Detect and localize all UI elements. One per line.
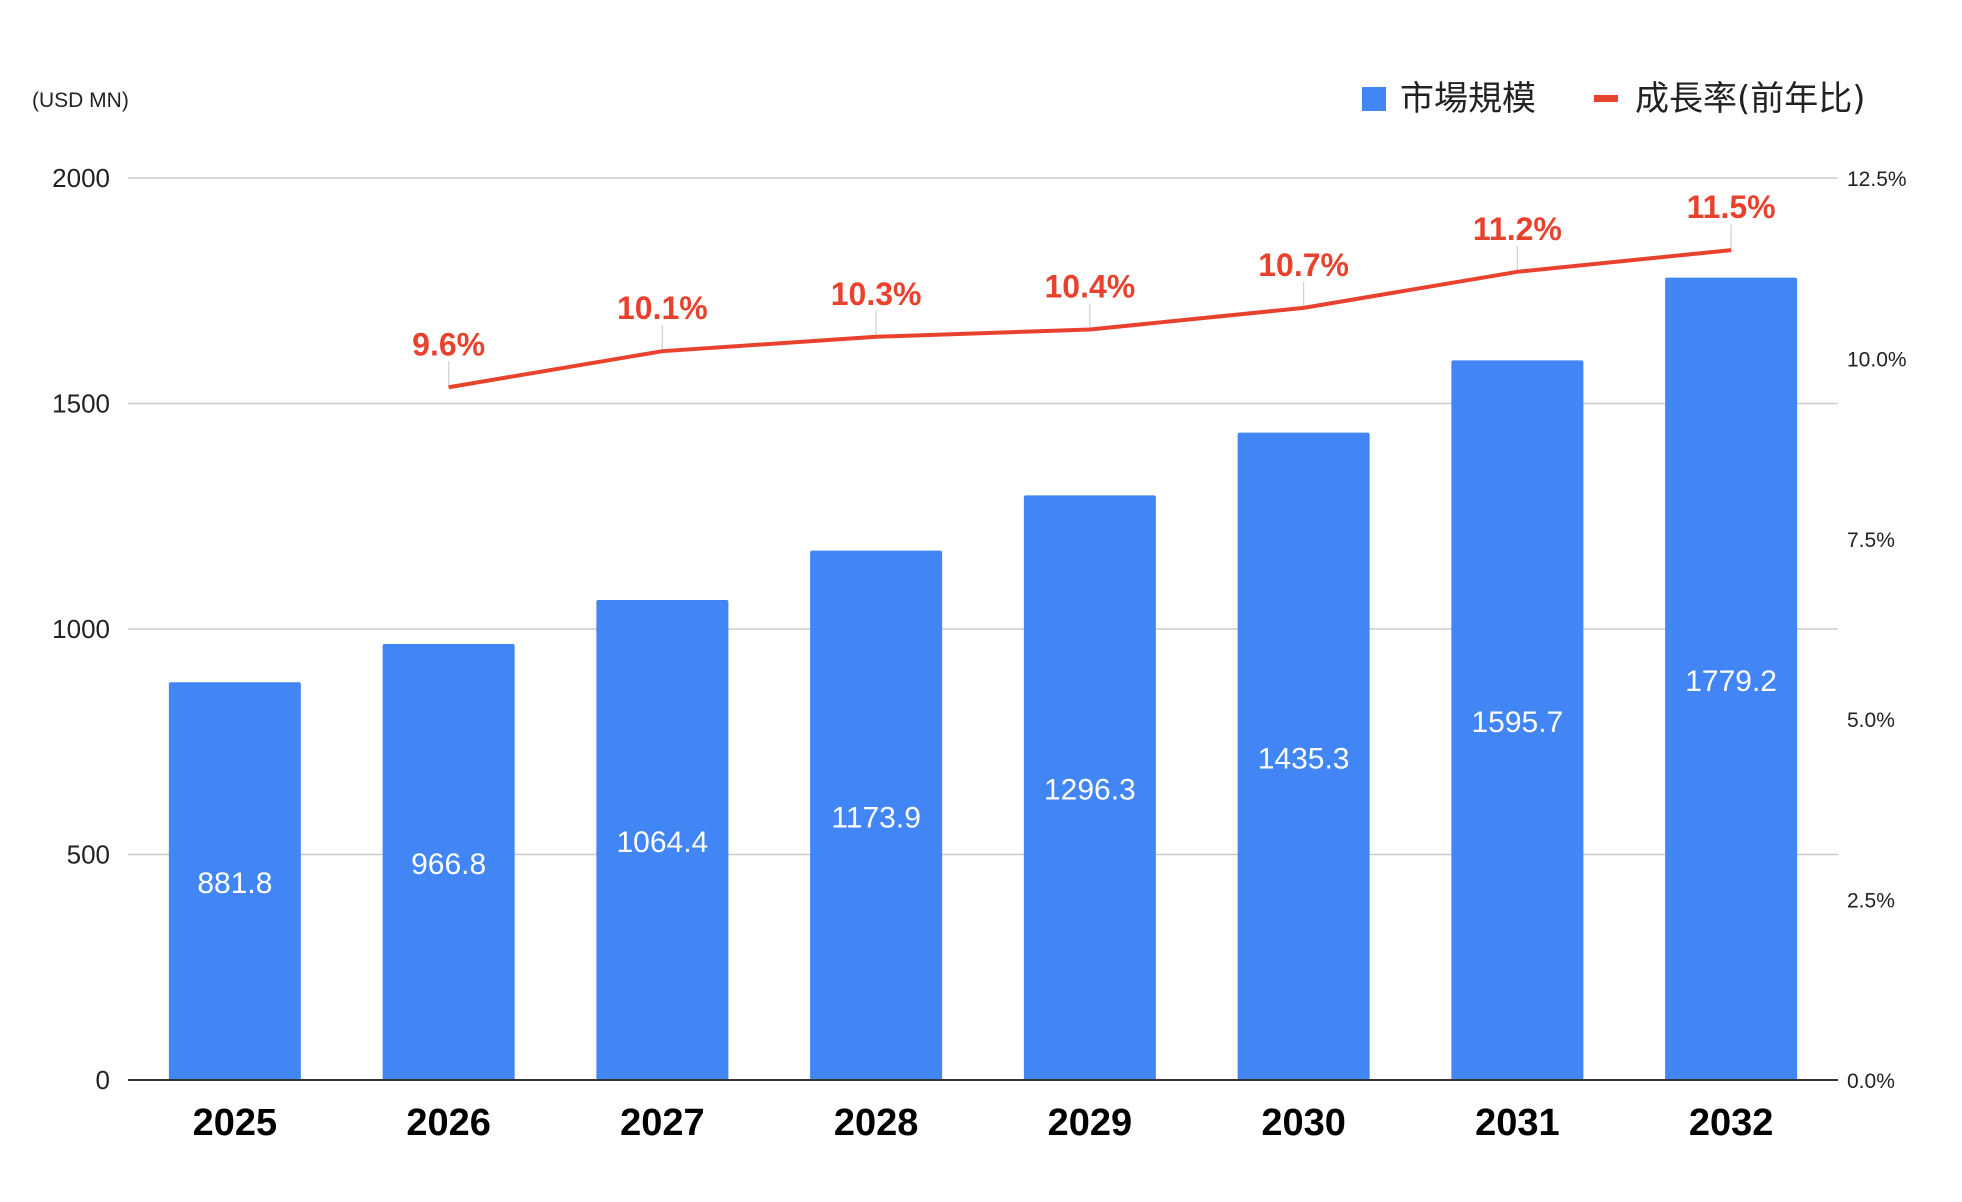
left-axis-ticks: 0 500 1000 1500 2000: [52, 163, 110, 1095]
bar-value-label: 1173.9: [831, 801, 921, 834]
x-axis-label: 2027: [620, 1102, 705, 1144]
legend-swatch-line: [1594, 95, 1618, 102]
x-axis-label: 2025: [193, 1102, 278, 1144]
left-tick-label: 500: [67, 840, 110, 870]
bar: [1237, 432, 1370, 1080]
bar: [810, 550, 943, 1080]
bar-series: [168, 277, 1798, 1080]
x-axis-label: 2028: [834, 1102, 919, 1144]
bar: [382, 643, 515, 1080]
line-value-label: 10.1%: [617, 290, 708, 326]
bar-value-label: 1435.3: [1258, 742, 1350, 775]
line-value-labels: 9.6% 10.1% 10.3% 10.4% 10.7% 11.2% 11.5%: [412, 189, 1775, 362]
legend-label-bar: 市場規模: [1400, 79, 1536, 119]
right-axis-ticks: 0.0% 2.5% 5.0% 7.5% 10.0% 12.5%: [1847, 168, 1907, 1093]
legend: 市場規模 成長率(前年比): [1362, 79, 1866, 119]
bar: [1665, 277, 1798, 1080]
line-value-label: 10.3%: [831, 276, 922, 312]
line-label-leaders: [448, 224, 1732, 388]
bar: [1451, 360, 1584, 1080]
left-tick-label: 1000: [52, 614, 110, 644]
bar: [168, 682, 301, 1080]
right-tick-label: 2.5%: [1847, 890, 1895, 913]
bar: [1023, 495, 1156, 1080]
line-value-label: 10.7%: [1258, 247, 1349, 283]
right-tick-label: 12.5%: [1847, 168, 1907, 191]
right-tick-label: 0.0%: [1847, 1070, 1895, 1093]
x-axis-label: 2031: [1475, 1102, 1560, 1144]
bar-value-label: 966.8: [411, 848, 486, 881]
right-tick-label: 10.0%: [1847, 348, 1907, 371]
line-value-label: 11.2%: [1473, 211, 1562, 247]
line-value-label: 11.5%: [1687, 189, 1776, 225]
x-axis-label: 2026: [406, 1102, 491, 1144]
bar-value-label: 1064.4: [616, 826, 708, 859]
y-axis-unit-label: (USD MN): [32, 89, 129, 112]
x-axis-labels: 2025 2026 2027 2028 2029 2030 2031 2032: [193, 1102, 1774, 1144]
left-tick-label: 2000: [52, 163, 110, 193]
line-series: [448, 248, 1732, 390]
x-axis-label: 2030: [1261, 1102, 1346, 1144]
legend-label-line: 成長率(前年比): [1635, 79, 1866, 119]
line-value-label: 10.4%: [1045, 269, 1136, 305]
x-axis-label: 2029: [1048, 1102, 1133, 1144]
bar-value-label: 1595.7: [1471, 706, 1563, 739]
line-value-label: 9.6%: [412, 326, 485, 362]
right-tick-label: 5.0%: [1847, 709, 1895, 732]
left-tick-label: 0: [96, 1065, 110, 1095]
bar-value-label: 1779.2: [1685, 665, 1777, 698]
x-axis-label: 2032: [1689, 1102, 1774, 1144]
right-tick-label: 7.5%: [1847, 529, 1895, 552]
bar-value-label: 1296.3: [1044, 774, 1136, 807]
bar: [596, 599, 729, 1080]
legend-swatch-bar: [1362, 87, 1386, 111]
bar-value-labels: 881.8 966.8 1064.4 1173.9 1296.3 1435.3 1595.7…: [197, 665, 1777, 900]
bar-value-label: 881.8: [197, 867, 272, 900]
growth-line: [448, 248, 1732, 390]
left-tick-label: 1500: [52, 389, 110, 419]
